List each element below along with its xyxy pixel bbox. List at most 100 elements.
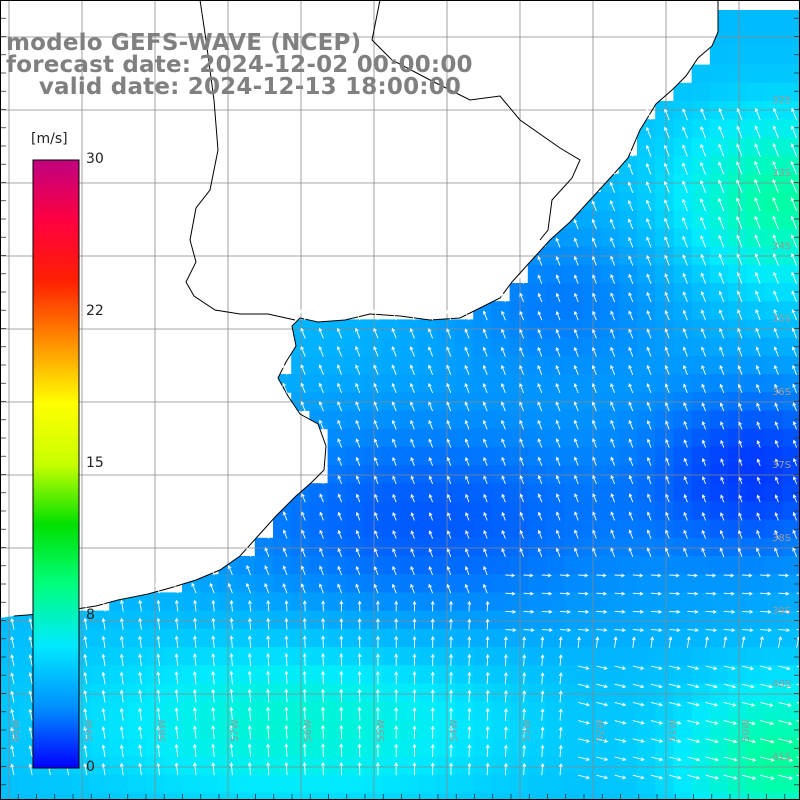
wind-arrow: [336, 345, 343, 357]
wind-arrow: [485, 653, 490, 667]
wind-arrow: [537, 529, 543, 539]
wind-arrow: [664, 126, 670, 139]
latitude-label: 35S: [772, 314, 792, 325]
wind-arrow: [574, 547, 579, 557]
wind-speed-cell: [582, 355, 602, 375]
wind-speed-cell: [728, 483, 747, 502]
wind-arrow: [701, 457, 707, 466]
wind-arrow: [741, 720, 756, 726]
wind-arrow: [632, 756, 645, 762]
wind-arrow: [501, 475, 506, 485]
wind-arrow: [391, 327, 397, 339]
wind-speed-cell: [728, 155, 747, 175]
wind-arrow: [774, 439, 779, 448]
wind-arrow: [483, 493, 488, 503]
wind-arrow: [174, 762, 179, 776]
wind-speed-cell: [582, 647, 602, 666]
wind-speed-cell: [600, 446, 620, 466]
wind-speed-cell: [527, 519, 547, 539]
wind-arrow: [28, 708, 33, 721]
wind-arrow: [614, 701, 627, 707]
wind-arrow: [610, 456, 616, 466]
wind-speed-cell: [637, 410, 656, 430]
wind-arrow: [485, 707, 490, 721]
wind-speed-cell: [309, 337, 329, 357]
wind-arrow: [650, 609, 663, 614]
wind-speed-cell: [400, 537, 420, 557]
wind-arrow: [500, 383, 506, 394]
wind-arrow: [573, 346, 579, 357]
wind-arrow: [669, 665, 681, 670]
wind-speed-cell: [382, 337, 401, 357]
wind-speed-cell: [473, 592, 492, 612]
wind-speed-cell: [436, 574, 456, 593]
wind-speed-cell: [364, 537, 383, 557]
wind-arrow: [705, 756, 720, 762]
wind-arrow: [339, 761, 344, 776]
wind-speed-cell: [327, 446, 347, 466]
wind-speed-cell: [582, 738, 602, 757]
wind-arrow: [519, 310, 525, 321]
wind-speed-cell: [728, 465, 747, 484]
wind-speed-cell: [473, 556, 492, 575]
wind-speed-cell: [436, 501, 456, 521]
wind-arrow: [591, 401, 597, 412]
wind-speed-cell: [655, 556, 674, 575]
wind-speed-cell: [564, 301, 583, 320]
wind-arrow: [790, 234, 798, 248]
wind-arrow: [156, 599, 161, 612]
wind-arrow: [700, 291, 707, 303]
wind-arrow: [119, 689, 124, 703]
wind-arrow: [357, 761, 362, 776]
wind-speed-cell: [509, 537, 529, 557]
wind-arrow: [723, 636, 728, 648]
wind-speed-cell: [236, 556, 256, 575]
wind-speed-cell: [764, 428, 784, 448]
wind-speed-cell: [364, 610, 383, 630]
wind-arrow: [682, 198, 688, 212]
wind-arrow: [449, 635, 453, 648]
wind-speed-cell: [182, 592, 201, 612]
wind-speed-cell: [473, 792, 492, 800]
wind-arrow: [339, 724, 344, 739]
wind-speed-cell: [782, 192, 800, 211]
wind-speed-cell: [200, 647, 219, 666]
wind-speed-cell: [345, 556, 365, 575]
wind-arrow: [264, 547, 270, 557]
wind-speed-cell: [455, 355, 474, 375]
wind-arrow: [687, 573, 698, 578]
wind-arrow: [754, 178, 761, 193]
wind-arrow: [519, 419, 525, 430]
wind-arrow: [738, 458, 743, 466]
wind-arrow: [664, 144, 670, 157]
wind-arrow: [156, 671, 161, 685]
wind-speed-cell: [782, 628, 800, 648]
wind-arrow: [319, 493, 324, 503]
wind-arrow: [392, 530, 397, 539]
latitude-label: 38S: [772, 533, 792, 544]
wind-arrow: [412, 635, 417, 648]
wind-arrow: [446, 566, 452, 576]
wind-speed-cell: [546, 337, 565, 357]
wind-arrow: [683, 493, 688, 503]
wind-speed-cell: [637, 301, 656, 320]
wind-arrow: [229, 653, 234, 667]
wind-arrow: [736, 197, 743, 212]
wind-arrow: [501, 438, 506, 448]
wind-arrow: [700, 253, 707, 266]
wind-arrow: [482, 364, 488, 375]
wind-arrow: [357, 706, 362, 721]
wind-arrow: [736, 125, 743, 139]
wind-arrow: [247, 635, 252, 648]
land-area: [0, 0, 718, 618]
wind-arrow: [665, 475, 670, 485]
wind-arrow: [409, 327, 415, 339]
wind-arrow: [449, 743, 453, 758]
wind-speed-cell: [655, 592, 674, 612]
wind-speed-cell: [709, 774, 729, 794]
wind-arrow: [485, 762, 490, 776]
wind-speed-cell: [509, 574, 529, 593]
wind-arrow: [614, 756, 627, 762]
border-line: [185, 0, 296, 321]
wind-speed-cell: [782, 537, 800, 557]
